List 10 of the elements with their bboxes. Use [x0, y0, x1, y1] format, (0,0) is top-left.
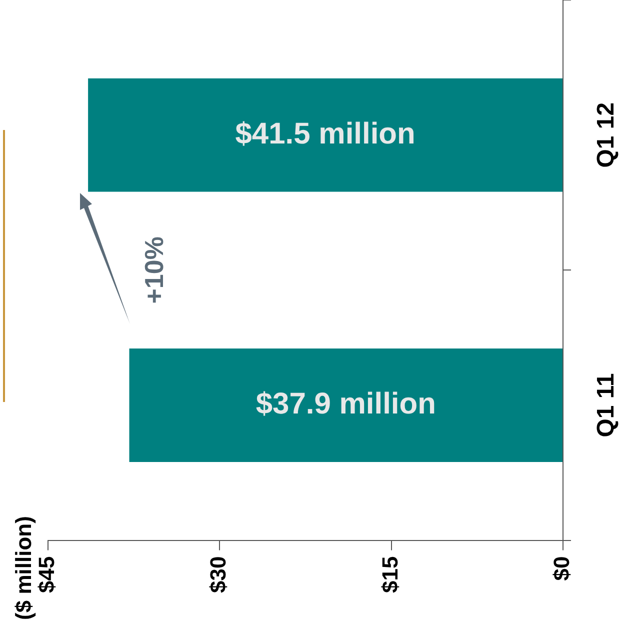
x-tick-label: $45: [34, 556, 60, 594]
data-label: $37.9 million: [256, 387, 436, 420]
x-tick-label: $30: [206, 556, 231, 594]
annotation: +10%: [139, 236, 170, 304]
x-tick-label: $15: [377, 556, 402, 594]
y-tick-label: Q1 11: [592, 373, 620, 438]
data-label: $41.5 million: [235, 117, 416, 150]
text: ($ million): [11, 516, 36, 620]
y-tick-label: Q1 12: [592, 102, 620, 168]
x-tick-label: $0: [549, 556, 574, 581]
